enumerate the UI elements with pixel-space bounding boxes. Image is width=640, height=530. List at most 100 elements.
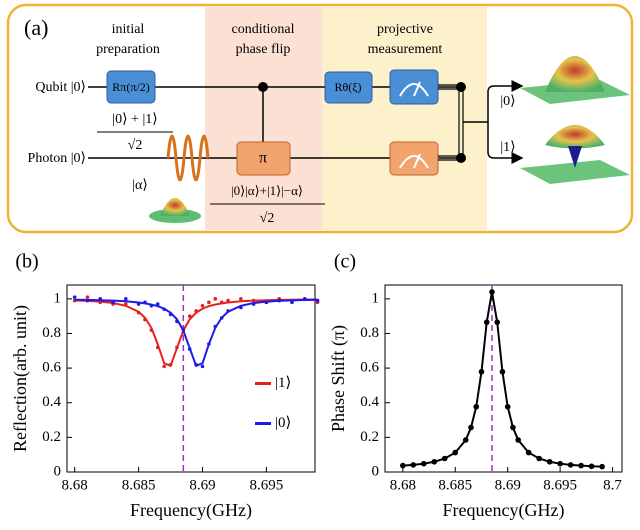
data-marker — [431, 458, 438, 465]
meter-icon — [413, 81, 421, 97]
data-marker — [510, 424, 516, 431]
y-tick-label: 0.4 — [42, 394, 61, 410]
data-marker — [441, 455, 448, 462]
data-point — [124, 297, 128, 301]
x-tick-label: 8.685 — [122, 477, 156, 493]
data-marker — [515, 437, 521, 443]
y-tick-label: 0.6 — [42, 360, 61, 376]
gate — [106, 70, 156, 104]
data-marker — [468, 424, 474, 431]
output-label: |0⟩ — [500, 94, 515, 109]
data-point — [200, 364, 205, 369]
control-dot — [258, 82, 268, 92]
data-marker — [536, 455, 542, 462]
y-tick-label: 0.8 — [360, 325, 379, 341]
stage-label: conditional — [232, 22, 295, 37]
pulse — [166, 134, 210, 182]
output-arrow — [463, 80, 524, 123]
stage-shade — [322, 7, 487, 230]
y-tick-label: 1 — [372, 290, 380, 306]
data-marker — [489, 289, 495, 295]
panel-a: (a) initial preparation conditional phas… — [6, 3, 634, 234]
y-tick-label: 0 — [54, 463, 62, 479]
data-marker — [525, 449, 532, 456]
gate-label: Rπ(π/2) — [112, 80, 149, 94]
data-point — [85, 295, 90, 299]
state-numerator: |0⟩ + |1⟩ — [112, 112, 157, 127]
y-axis-label: Reflection(arb. unit) — [10, 305, 31, 452]
series-line — [402, 291, 603, 468]
legend-label: |1⟩ — [275, 375, 291, 391]
x-tick-label: 8.68 — [62, 477, 88, 493]
x-tick-label: 8.7 — [603, 477, 622, 493]
data-marker — [494, 319, 501, 326]
control-dot — [456, 82, 466, 92]
stage-label: measurement — [368, 42, 443, 57]
meter-icon — [399, 155, 429, 169]
series-line — [74, 298, 318, 368]
gate-label: Rθ(ξ) — [334, 80, 361, 94]
coherent-state: |α⟩ — [132, 178, 148, 193]
wigner-plot — [160, 198, 190, 216]
data-marker — [478, 368, 485, 375]
meter — [389, 69, 439, 105]
y-tick-label: 0.2 — [360, 429, 379, 445]
data-point — [213, 297, 218, 301]
stage-label: initial — [112, 22, 145, 37]
meter-icon — [399, 83, 429, 97]
series-line — [74, 298, 318, 368]
wigner-plot — [568, 146, 582, 168]
stage-label: preparation — [96, 42, 160, 57]
data-marker — [452, 449, 459, 456]
wigner-plot — [545, 56, 605, 92]
data-point — [239, 297, 243, 301]
data-marker — [546, 458, 553, 465]
x-tick-label: 8.68 — [390, 477, 416, 493]
data-marker — [504, 403, 511, 410]
data-marker — [588, 463, 595, 470]
x-tick-label: 8.695 — [250, 477, 284, 493]
data-marker — [578, 462, 584, 469]
panel-label: (c) — [334, 251, 356, 273]
state-numerator: |0⟩|α⟩+|1⟩|−α⟩ — [231, 183, 303, 198]
y-tick-label: 1 — [54, 290, 62, 306]
data-marker — [462, 437, 469, 443]
plot-frame — [384, 284, 623, 473]
state-denominator: √2 — [128, 138, 143, 153]
x-tick-label: 8.695 — [543, 477, 577, 493]
stage-label: projective — [377, 22, 433, 37]
gate — [236, 141, 291, 176]
data-point — [207, 300, 211, 305]
plot-frame — [66, 284, 316, 473]
data-marker — [599, 463, 605, 470]
y-tick-label: 0.6 — [360, 360, 379, 376]
x-tick-label: 8.685 — [438, 477, 472, 493]
data-marker — [557, 460, 563, 467]
stage-label: phase flip — [236, 42, 291, 57]
wigner-plot — [545, 125, 605, 149]
output-arrow — [487, 122, 524, 164]
gate — [324, 71, 373, 104]
data-marker — [567, 462, 574, 468]
data-marker — [400, 462, 406, 469]
y-tick-label: 0.2 — [42, 429, 61, 445]
gate-label: π — [259, 150, 267, 167]
x-axis-label: Frequency(GHz) — [130, 500, 252, 521]
data-marker — [421, 460, 427, 467]
data-marker — [473, 403, 480, 410]
panel-label: (a) — [24, 15, 48, 40]
meter-icon — [413, 153, 421, 169]
legend-label: |0⟩ — [275, 415, 291, 431]
y-axis-label: Phase Shift (π) — [328, 325, 349, 432]
data-point — [200, 303, 205, 308]
x-tick-label: 8.69 — [495, 477, 521, 493]
output-label: |1⟩ — [500, 140, 515, 155]
panel-label: (b) — [15, 251, 38, 273]
meter — [389, 141, 439, 176]
data-point — [162, 364, 166, 369]
x-tick-label: 8.69 — [189, 477, 215, 493]
state-denominator: √2 — [260, 211, 275, 226]
data-marker — [410, 462, 417, 468]
